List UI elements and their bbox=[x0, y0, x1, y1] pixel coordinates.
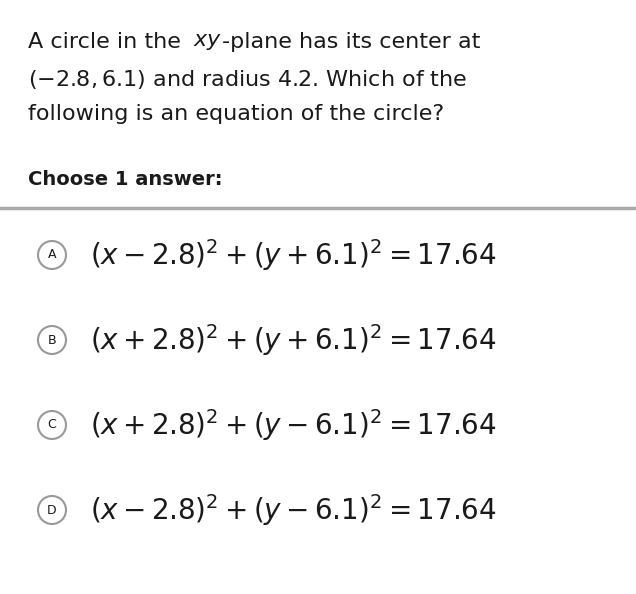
Text: Choose 1 answer:: Choose 1 answer: bbox=[28, 170, 223, 189]
Text: following is an equation of the circle?: following is an equation of the circle? bbox=[28, 104, 444, 124]
Text: A: A bbox=[48, 248, 56, 261]
Text: A circle in the: A circle in the bbox=[28, 32, 188, 52]
Text: B: B bbox=[48, 333, 57, 346]
Text: $(x - 2.8)^{2} + (y + 6.1)^{2} = 17.64$: $(x - 2.8)^{2} + (y + 6.1)^{2} = 17.64$ bbox=[90, 237, 497, 273]
Text: $(-2.8,6.1)$ and radius $4.2$. Which of the: $(-2.8,6.1)$ and radius $4.2$. Which of … bbox=[28, 68, 467, 91]
Text: $(x + 2.8)^{2} + (y + 6.1)^{2} = 17.64$: $(x + 2.8)^{2} + (y + 6.1)^{2} = 17.64$ bbox=[90, 322, 497, 358]
Text: $(x + 2.8)^{2} + (y - 6.1)^{2} = 17.64$: $(x + 2.8)^{2} + (y - 6.1)^{2} = 17.64$ bbox=[90, 407, 497, 443]
Text: -plane has its center at: -plane has its center at bbox=[222, 32, 480, 52]
Text: D: D bbox=[47, 504, 57, 517]
Text: $xy$: $xy$ bbox=[193, 32, 222, 52]
Text: C: C bbox=[48, 419, 57, 431]
Text: $(x - 2.8)^{2} + (y - 6.1)^{2} = 17.64$: $(x - 2.8)^{2} + (y - 6.1)^{2} = 17.64$ bbox=[90, 492, 497, 528]
